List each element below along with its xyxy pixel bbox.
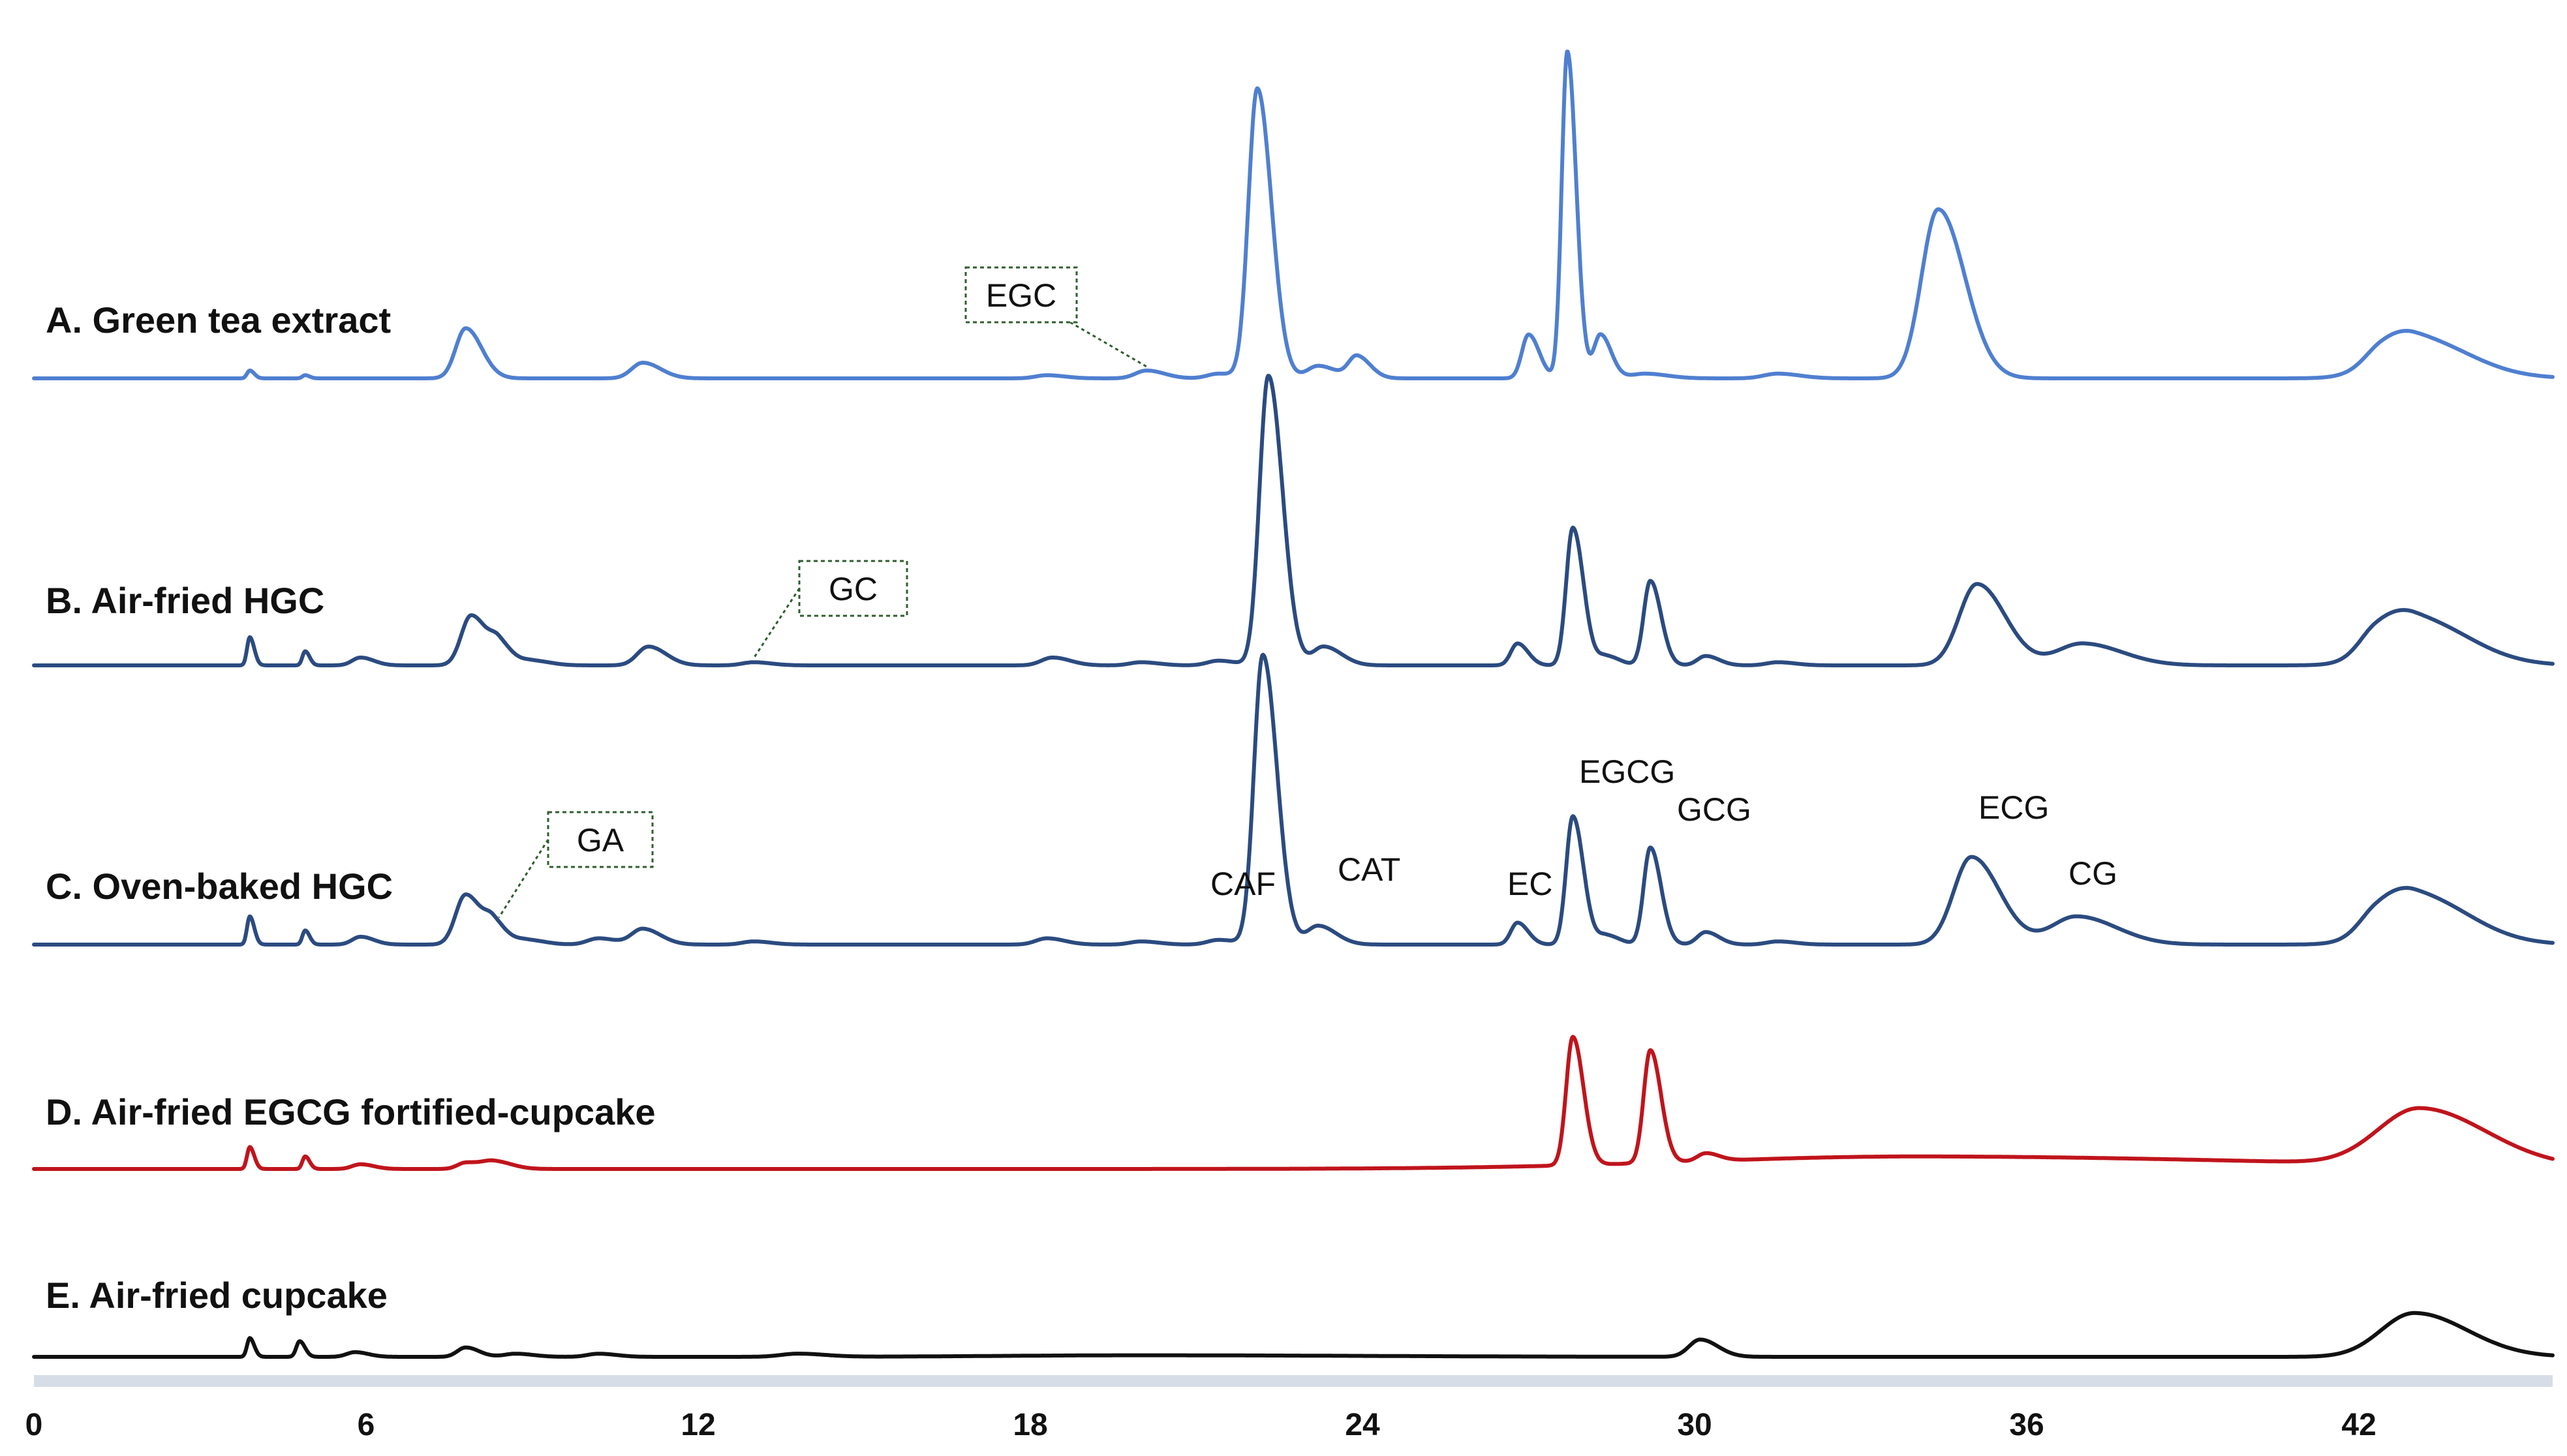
peak-label-cg: CG: [2068, 855, 2117, 892]
callout-leader-ga: [498, 839, 549, 918]
peak-label-ga: GA: [577, 822, 624, 858]
x-tick-label-18: 18: [1013, 1408, 1047, 1442]
peak-label-ecg: ECG: [1978, 789, 2049, 826]
x-tick-label-36: 36: [2009, 1408, 2044, 1442]
x-tick-label-30: 30: [1677, 1408, 1712, 1442]
peak-label-egc: EGC: [986, 277, 1056, 314]
callout-box-egc: [964, 266, 1078, 324]
trace-4: [32, 1035, 2555, 1171]
trace-label-3: C. Oven-baked HGC: [46, 866, 393, 907]
x-axis-bar: [34, 1375, 2553, 1387]
x-tick-label-0: 0: [25, 1408, 43, 1442]
x-tick-label-24: 24: [1345, 1408, 1380, 1442]
trace-5: [32, 1311, 2555, 1359]
trace-1: [32, 50, 2555, 380]
callout-box-gc: [798, 560, 908, 617]
trace-3: [32, 652, 2555, 947]
trace-label-1: A. Green tea extract: [46, 299, 391, 341]
trace-2: [32, 374, 2555, 667]
peak-label-caf: CAF: [1210, 866, 1276, 902]
callout-leader-gc: [752, 588, 801, 660]
x-tick-label-12: 12: [681, 1408, 715, 1442]
callout-box-ga: [547, 811, 654, 868]
trace-label-5: E. Air-fried cupcake: [46, 1275, 388, 1316]
peak-label-gc: GC: [829, 571, 878, 607]
callout-leader-egc: [1069, 321, 1147, 368]
x-tick-label-42: 42: [2341, 1408, 2376, 1442]
x-tick-label-6: 6: [358, 1408, 375, 1442]
peak-label-gcg: GCG: [1677, 791, 1751, 828]
peak-label-egcg: EGCG: [1579, 753, 1675, 790]
peak-label-ec: EC: [1507, 866, 1552, 902]
peak-label-cat: CAT: [1338, 851, 1400, 888]
trace-label-2: B. Air-fried HGC: [46, 580, 324, 621]
trace-label-4: D. Air-fried EGCG fortified-cupcake: [46, 1091, 656, 1132]
